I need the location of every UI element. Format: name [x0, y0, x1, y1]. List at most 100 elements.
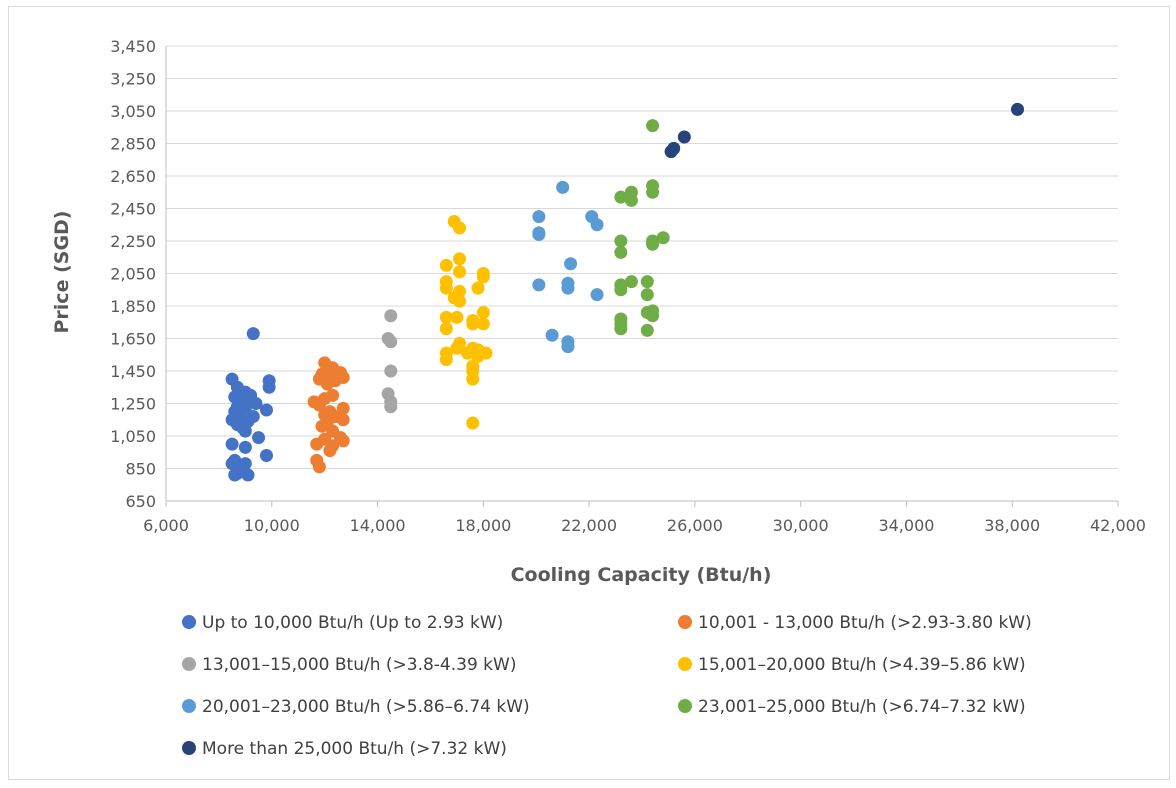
- data-point: [259, 403, 273, 417]
- y-tick-label: 2,450: [110, 200, 156, 219]
- x-tick-labels: 6,000 10,000 14,000 18,000 22,000 26,000 30,00…: [143, 516, 1146, 535]
- data-point: [225, 437, 239, 451]
- data-point: [336, 434, 350, 448]
- data-point: [640, 288, 654, 302]
- data-point: [476, 317, 490, 331]
- data-point: [532, 210, 546, 224]
- y-tick-label: 1,050: [110, 427, 156, 446]
- gridlines: [166, 45, 1118, 469]
- data-point: [439, 353, 453, 367]
- data-point: [561, 281, 575, 295]
- legend-label: 13,001–15,000 Btu/h (>3.8-4.39 kW): [202, 655, 516, 675]
- x-tick-label: 30,000: [773, 516, 829, 535]
- data-point: [312, 460, 326, 474]
- data-point: [262, 380, 276, 394]
- legend-label: 10,001 - 13,000 Btu/h (>2.93-3.80 kW): [698, 613, 1032, 633]
- x-tick-label: 26,000: [667, 516, 723, 535]
- x-axis-title: Cooling Capacity (Btu/h): [511, 564, 772, 586]
- data-point: [384, 400, 398, 414]
- legend-marker: [182, 699, 196, 713]
- data-point: [640, 275, 654, 289]
- y-tick-labels: 650 850 1,050 1,250 1,450 1,650 1,850 2,050 2,25…: [110, 37, 156, 511]
- x-tick-label: 42,000: [1090, 516, 1146, 535]
- data-point: [336, 401, 350, 415]
- legend-label: More than 25,000 Btu/h (>7.32 kW): [202, 739, 507, 759]
- x-tick-label: 18,000: [455, 516, 511, 535]
- data-point: [259, 449, 273, 462]
- y-tick-label: 3,450: [110, 37, 156, 56]
- data-point: [564, 257, 578, 271]
- data-point: [664, 145, 678, 159]
- data-point: [677, 130, 691, 144]
- data-point: [315, 419, 329, 433]
- data-point: [532, 278, 546, 292]
- data-point: [614, 245, 628, 259]
- x-tick-label: 6,000: [143, 516, 189, 535]
- legend-label: 20,001–23,000 Btu/h (>5.86–6.74 kW): [202, 697, 530, 717]
- data-point: [640, 323, 654, 337]
- legend: Up to 10,000 Btu/h (Up to 2.93 kW) 10,001…: [182, 613, 1032, 759]
- legend-marker: [678, 615, 692, 629]
- data-point: [241, 468, 255, 482]
- data-point: [476, 306, 490, 319]
- y-tick-label: 1,650: [110, 330, 156, 349]
- data-point: [624, 275, 638, 289]
- data-point: [614, 234, 628, 248]
- legend-item: 20,001–23,000 Btu/h (>5.86–6.74 kW): [182, 697, 530, 717]
- legend-label: Up to 10,000 Btu/h (Up to 2.93 kW): [202, 613, 503, 633]
- legend-label: 23,001–25,000 Btu/h (>6.74–7.32 kW): [698, 697, 1026, 717]
- data-point: [453, 221, 467, 235]
- data-point: [646, 237, 660, 251]
- legend-marker: [182, 615, 196, 629]
- x-tick-label: 22,000: [561, 516, 617, 535]
- legend-item: Up to 10,000 Btu/h (Up to 2.93 kW): [182, 613, 503, 633]
- data-point: [312, 398, 326, 412]
- y-tick-label: 1,250: [110, 395, 156, 414]
- data-point: [471, 281, 485, 295]
- x-tick-label: 34,000: [878, 516, 934, 535]
- y-tick-label: 3,050: [110, 102, 156, 121]
- series-5: [614, 119, 670, 337]
- y-tick-label: 2,250: [110, 232, 156, 251]
- data-point: [614, 322, 628, 336]
- data-point: [246, 327, 260, 341]
- data-point: [453, 294, 467, 308]
- legend-item: More than 25,000 Btu/h (>7.32 kW): [182, 739, 507, 759]
- data-point: [460, 346, 474, 360]
- data-point: [228, 468, 242, 482]
- data-point: [320, 377, 334, 391]
- legend-item: 10,001 - 13,000 Btu/h (>2.93-3.80 kW): [678, 613, 1032, 633]
- y-tick-label: 1,450: [110, 362, 156, 381]
- legend-item: 15,001–20,000 Btu/h (>4.39–5.86 kW): [678, 655, 1026, 675]
- data-point: [384, 335, 398, 349]
- data-point: [453, 252, 467, 266]
- data-point: [624, 193, 638, 207]
- data-point: [439, 258, 453, 272]
- data-point: [476, 270, 490, 284]
- y-tick-label: 2,850: [110, 135, 156, 154]
- data-point: [252, 431, 266, 445]
- data-point: [439, 281, 453, 295]
- series-1: [307, 356, 350, 474]
- chart-frame: [8, 6, 1170, 780]
- series-2: [381, 309, 398, 414]
- legend-marker: [182, 657, 196, 671]
- y-tick-label: 650: [125, 492, 156, 511]
- data-point: [384, 364, 398, 378]
- data-point: [453, 265, 467, 279]
- data-point: [471, 349, 485, 363]
- data-point: [1011, 102, 1025, 116]
- data-point: [466, 317, 480, 331]
- data-point: [561, 340, 575, 354]
- legend-label: 15,001–20,000 Btu/h (>4.39–5.86 kW): [698, 655, 1026, 675]
- data-point: [614, 283, 628, 297]
- x-tick-label: 10,000: [244, 516, 300, 535]
- data-point: [439, 310, 453, 324]
- axes: [165, 46, 1119, 507]
- data-point: [384, 309, 398, 323]
- data-point: [439, 322, 453, 336]
- x-tick-label: 38,000: [984, 516, 1040, 535]
- data-point: [656, 231, 670, 245]
- series-4: [532, 180, 604, 354]
